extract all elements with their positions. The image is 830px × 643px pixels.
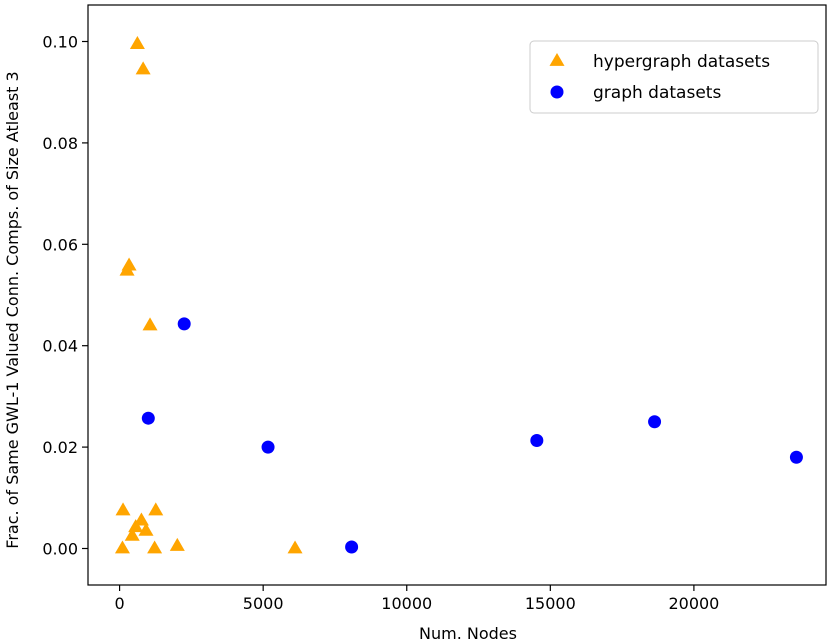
- graph-point: [261, 440, 275, 454]
- y-tick-label: 0.04: [42, 337, 78, 356]
- y-tick-label: 0.02: [42, 438, 78, 457]
- y-tick-label: 0.06: [42, 235, 78, 254]
- y-tick-label: 0.00: [42, 539, 78, 558]
- y-axis-label: Frac. of Same GWL-1 Valued Conn. Comps. …: [3, 71, 22, 548]
- data-marks: [114, 35, 803, 554]
- hypergraph-point: [129, 35, 145, 49]
- hypergraph-point: [124, 527, 140, 541]
- x-tick-label: 15000: [525, 594, 576, 613]
- graph-point: [345, 540, 359, 554]
- legend: hypergraph datasets graph datasets: [529, 40, 819, 114]
- hypergraph-point: [115, 502, 131, 516]
- axes: [87, 4, 827, 586]
- graph-point: [177, 317, 191, 331]
- hypergraph-point: [119, 262, 135, 276]
- y-tick-label: 0.08: [42, 134, 78, 153]
- graph-point: [530, 434, 544, 448]
- legend-label: graph datasets: [593, 83, 721, 103]
- hypergraph-point: [147, 540, 163, 554]
- hypergraph-point: [135, 61, 151, 75]
- plot-frame: [87, 4, 827, 586]
- legend-label: hypergraph datasets: [593, 52, 770, 72]
- legend-hypergraph-marker: [549, 52, 565, 66]
- x-tick-label: 5000: [243, 594, 284, 613]
- graph-point: [141, 411, 155, 425]
- hypergraph-point: [138, 522, 154, 536]
- x-tick-label: 20000: [668, 594, 719, 613]
- hypergraph-point: [142, 317, 158, 331]
- x-tick-label: 0: [114, 594, 124, 613]
- graph-point: [648, 415, 662, 429]
- legend-graph-marker: [550, 85, 564, 99]
- ticks: 0 5000 10000 15000 20000 0.00 0.02 0.04 0.06 0.08…: [42, 33, 719, 613]
- hypergraph-point: [133, 512, 149, 526]
- graph-point: [789, 450, 803, 464]
- hypergraph-point: [114, 540, 130, 554]
- y-tick-label: 0.10: [42, 33, 78, 52]
- hypergraph-point: [148, 502, 164, 516]
- hypergraph-point: [169, 537, 185, 551]
- hypergraph-point: [287, 540, 303, 554]
- x-tick-label: 10000: [381, 594, 432, 613]
- x-axis-label: Num. Nodes: [419, 624, 517, 643]
- legend-box: [529, 40, 819, 114]
